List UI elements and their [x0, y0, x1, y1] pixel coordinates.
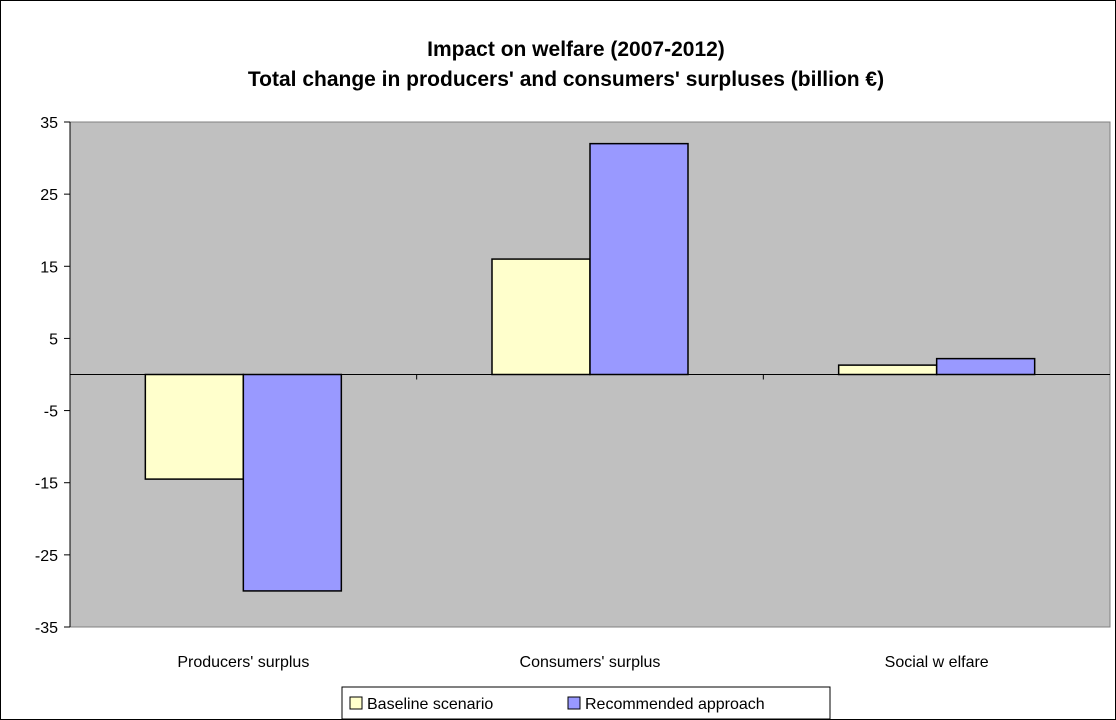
bar-baseline-0 — [144, 373, 245, 480]
bar-recommended-0 — [242, 373, 343, 592]
bar-recommended-2 — [935, 357, 1036, 376]
legend-swatch-baseline — [349, 696, 363, 710]
chart-subtitle: Total change in producers' and consumers… — [248, 68, 884, 91]
x-tick-label: Consumers' surplus — [520, 654, 661, 671]
bar-baseline-2 — [837, 364, 938, 376]
bar-recommended-1 — [589, 142, 689, 376]
legend-box — [341, 686, 831, 720]
legend: Baseline scenario Recommended approach — [341, 686, 831, 720]
bar-baseline-1 — [491, 258, 591, 376]
chart-title: Impact on welfare (2007-2012) — [427, 38, 725, 61]
axis-layer: Producers' surplus Consumers' surplus Soci… — [35, 115, 1110, 671]
y-tick-label: 15 — [40, 259, 58, 276]
y-tick-label: -15 — [35, 476, 58, 493]
y-tick-label: 5 — [49, 331, 58, 348]
y-tick-label: 35 — [40, 115, 58, 132]
legend-swatch-recommended — [567, 696, 581, 710]
y-tick-label: -35 — [35, 620, 58, 637]
y-tick-label: -25 — [35, 548, 58, 565]
x-tick-label: Social w elfare — [885, 654, 989, 671]
y-tick-label: -5 — [44, 404, 58, 421]
x-tick-label: Producers' surplus — [177, 654, 309, 671]
legend-label-baseline: Baseline scenario — [367, 696, 493, 713]
legend-label-recommended: Recommended approach — [585, 696, 765, 713]
y-tick-label: 25 — [40, 187, 58, 204]
